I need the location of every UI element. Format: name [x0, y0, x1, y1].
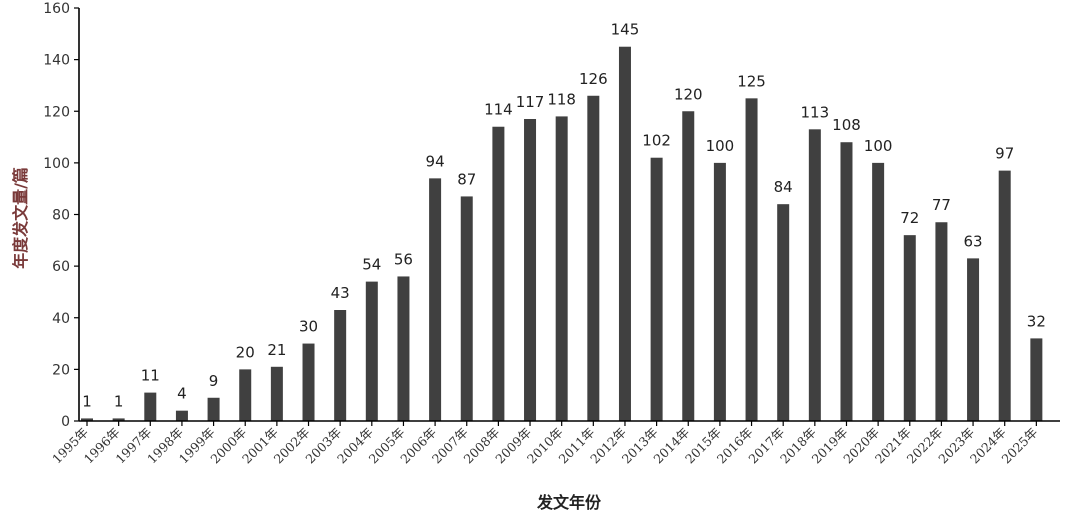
- x-axis-title: 发文年份: [536, 493, 602, 512]
- bar-value-label: 125: [737, 72, 766, 90]
- bar-value-label: 4: [177, 385, 187, 403]
- bar: [840, 142, 853, 421]
- bar: [429, 178, 442, 421]
- bars-group: [81, 46, 1043, 422]
- bar-value-label: 145: [611, 21, 640, 39]
- bar: [777, 204, 790, 421]
- bar-value-label: 30: [299, 318, 318, 336]
- y-axis-title: 年度发文量/篇: [11, 167, 30, 269]
- bar: [365, 281, 378, 421]
- bar: [144, 392, 157, 421]
- y-tick-label: 100: [43, 156, 70, 172]
- bar-value-label: 1: [114, 392, 124, 410]
- bar: [1030, 338, 1043, 421]
- bar: [460, 196, 473, 421]
- y-tick-label: 60: [52, 259, 70, 275]
- bar: [808, 129, 821, 421]
- bar-value-label: 108: [832, 116, 861, 134]
- bar: [713, 162, 726, 421]
- bar: [555, 116, 568, 421]
- bar: [967, 258, 980, 421]
- bar: [492, 126, 505, 422]
- bar: [682, 111, 695, 421]
- bar-value-label: 87: [457, 170, 476, 188]
- bar-value-label: 84: [774, 178, 793, 196]
- y-tick-label: 0: [61, 414, 70, 430]
- bar: [397, 276, 410, 421]
- bar-value-label: 118: [547, 90, 576, 108]
- x-tick-label: 2025年: [999, 425, 1041, 467]
- bar-value-label: 54: [362, 256, 381, 274]
- y-tick-label: 40: [52, 311, 70, 327]
- y-ticks-group: 0 20 40 60 80 100 120 140 160: [43, 1, 79, 430]
- bar: [302, 343, 315, 421]
- bar-value-label: 9: [209, 372, 219, 390]
- bar-value-label: 100: [706, 137, 735, 155]
- bar: [872, 162, 885, 421]
- bar-value-label: 114: [484, 101, 513, 119]
- bar: [334, 310, 347, 421]
- bar-value-label: 102: [642, 132, 671, 150]
- bar-value-label: 120: [674, 85, 703, 103]
- bar: [935, 222, 948, 421]
- bar-value-label: 72: [900, 209, 919, 227]
- bar: [998, 170, 1011, 421]
- bar: [81, 418, 93, 421]
- bar-value-label: 94: [426, 152, 445, 170]
- bar: [618, 46, 631, 421]
- y-tick-label: 160: [43, 1, 70, 17]
- y-tick-label: 120: [43, 104, 70, 120]
- bar: [650, 157, 663, 421]
- bar: [270, 366, 283, 421]
- bar-value-label: 63: [964, 232, 983, 250]
- bar: [239, 369, 252, 421]
- y-tick-label: 140: [43, 53, 70, 69]
- bar-value-label: 20: [236, 343, 255, 361]
- y-tick-label: 80: [52, 208, 70, 224]
- bar-value-label: 117: [516, 93, 545, 111]
- bar: [112, 418, 125, 421]
- bar: [903, 235, 916, 421]
- bar-value-label: 77: [932, 196, 951, 214]
- bar-value-label: 113: [801, 103, 830, 121]
- bar-value-label: 21: [267, 341, 286, 359]
- bar: [745, 98, 758, 421]
- bar-value-label: 126: [579, 70, 608, 88]
- bar-value-label: 97: [995, 145, 1014, 163]
- bar-value-label: 43: [331, 284, 350, 302]
- y-tick-label: 20: [52, 362, 70, 378]
- bar: [175, 410, 188, 421]
- bar-value-label: 1: [82, 392, 92, 410]
- bar-value-label: 56: [394, 250, 413, 268]
- bar: [524, 118, 537, 422]
- bar-value-label: 100: [864, 137, 893, 155]
- x-ticks-group: 1995年1996年1997年1998年1999年2000年2001年2002年…: [49, 421, 1040, 466]
- bar-value-label: 32: [1027, 312, 1046, 330]
- bar: [207, 397, 220, 421]
- bar-value-label: 11: [141, 367, 160, 385]
- bar: [587, 95, 600, 421]
